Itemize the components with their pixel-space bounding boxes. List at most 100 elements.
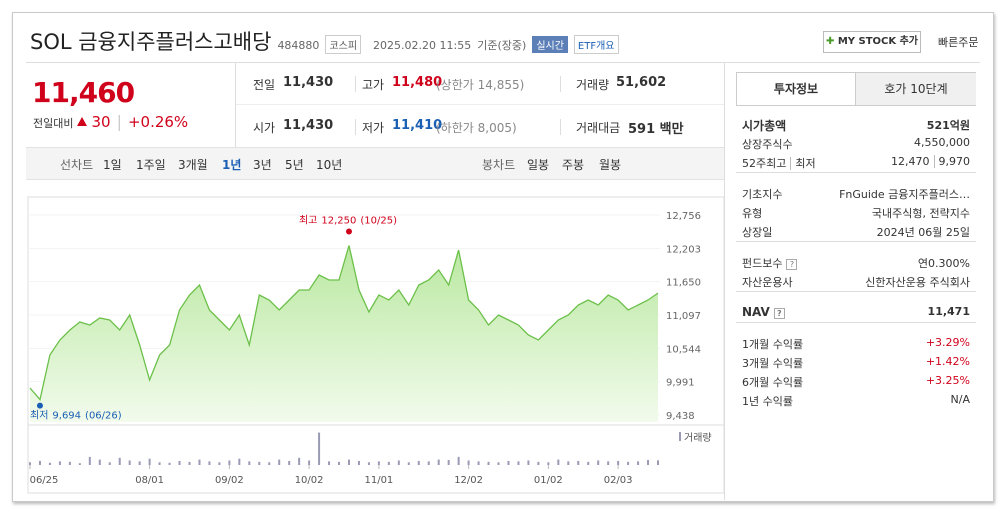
volume-bar (218, 462, 221, 465)
period-tab[interactable]: 3개월 (178, 158, 208, 172)
volume-bar (248, 461, 251, 465)
info-text: 상장주식수 (742, 138, 793, 151)
info-row: 6개월 수익률 +3.25% (742, 374, 970, 390)
y-tick-label: 9,438 (666, 411, 695, 422)
x-tick-label: 06/25 (30, 475, 59, 486)
stat-value: 11,480 (392, 75, 443, 90)
volume-bar (487, 461, 490, 465)
period-tab[interactable]: 10년 (316, 158, 343, 172)
volume-bar (148, 458, 151, 465)
volume-bar (29, 462, 31, 465)
info-label: 3개월 수익률 (742, 355, 803, 371)
period-tab[interactable]: 1주일 (136, 158, 166, 172)
max-annotation-part: (10/25) (360, 216, 397, 227)
info-label: 52주최고 최저 (742, 155, 816, 171)
info-divider (736, 172, 976, 173)
period-tab[interactable]: 1년 (222, 158, 242, 172)
info-row: 3개월 수익률 +1.42% (742, 355, 970, 371)
info-value: 11,471 (928, 305, 970, 319)
info-value: 12,470 9,970 (891, 155, 970, 171)
line-chart-label: 선차트 (60, 158, 94, 172)
candle-tab[interactable]: 주봉 (562, 158, 585, 172)
stat-divider (235, 104, 724, 105)
info-text: 1년 수익률 (742, 395, 793, 408)
volume-bar (437, 459, 440, 465)
stat-value: 51,602 (616, 75, 667, 90)
info-text: 521억원 (926, 119, 970, 132)
volume-bar (367, 462, 370, 465)
candle-tab[interactable]: 월봉 (599, 158, 622, 172)
my-stock-button[interactable]: ✚ MY STOCK 추가 (823, 31, 921, 53)
info-label: 상장주식수 (742, 136, 793, 152)
max-annotation-part: 최고 (299, 215, 317, 227)
sep: | (116, 112, 122, 131)
period-tab[interactable]: 1일 (103, 158, 122, 172)
volume-bar (657, 460, 659, 465)
volume-bar (228, 460, 231, 465)
volume-bar (357, 460, 360, 465)
info-tab[interactable]: 호가 10단계 (855, 73, 976, 105)
info-label: 상장일 (742, 224, 772, 240)
quick-order[interactable]: 빠른주문 (938, 36, 979, 49)
frame (12, 12, 994, 502)
volume-bar (547, 462, 550, 465)
period-tab[interactable]: 5년 (285, 158, 304, 172)
code: 484880 (277, 39, 320, 52)
stat-label: 거래대금 (576, 121, 621, 135)
price-line (29, 245, 659, 402)
change-pct: +0.26% (127, 113, 189, 131)
period-tab[interactable]: 3년 (253, 158, 272, 172)
volume-bar (647, 460, 650, 465)
volume-bar (198, 459, 201, 465)
volume-bar (517, 461, 520, 465)
info-label: 1년 수익률 (742, 393, 793, 409)
plus-icon: ✚ (825, 36, 835, 47)
info-text: 2024년 06월 25일 (876, 226, 970, 239)
info-value: N/A (951, 393, 970, 409)
volume-bar (447, 460, 450, 465)
etf-overview[interactable]: ETF개요 (573, 35, 619, 54)
stat-vline (560, 119, 561, 135)
change-label: 전일대비 (33, 117, 74, 130)
stat-vline (355, 76, 356, 92)
volume-bar (108, 462, 111, 465)
info-label: 1개월 수익률 (742, 336, 803, 352)
volume-bar (427, 461, 430, 465)
stat-label: 저가 (362, 121, 385, 135)
info-text: 자산운용사 (742, 276, 793, 289)
x-tick-label: 11/01 (364, 475, 393, 486)
volume-bar (158, 462, 161, 465)
volume-bar (48, 462, 51, 465)
volume-bar (347, 459, 350, 465)
info-row: 자산운용사 신한자산운용 주식회사 (742, 274, 970, 290)
volume-bar (288, 460, 291, 465)
info-text: 연0.300% (917, 257, 970, 270)
market: 코스피 (325, 35, 362, 54)
volume-bar (138, 461, 141, 465)
info-row: NAV 11,471 (742, 305, 970, 319)
info-text: NAV (742, 305, 785, 319)
volume-bar (338, 461, 341, 465)
x-tick-label: 08/01 (135, 475, 164, 486)
info-value: 4,550,000 (914, 136, 970, 152)
candle-tab[interactable]: 일봉 (527, 158, 550, 172)
header-divider (26, 62, 980, 63)
info-label: 시가총액 (742, 117, 786, 134)
volume-bar (328, 461, 331, 465)
volume-bar (38, 460, 41, 465)
max-marker (345, 228, 352, 235)
info-text: 최저 (790, 157, 816, 170)
info-tab-selected[interactable]: 투자정보 (737, 73, 855, 105)
min-annotation-part: 9,694 (52, 411, 81, 422)
area (30, 245, 658, 422)
info-divider (736, 241, 976, 242)
y-tick-label: 11,097 (666, 311, 701, 322)
volume-bar (118, 457, 121, 465)
info-text: 1개월 수익률 (742, 338, 804, 351)
x-tick-label: 01/02 (534, 475, 563, 486)
info-value: FnGuide 금융지주플러스… (839, 186, 970, 202)
volume-bar (457, 456, 460, 465)
volume-bar (278, 459, 281, 465)
volume-bar (68, 461, 71, 465)
